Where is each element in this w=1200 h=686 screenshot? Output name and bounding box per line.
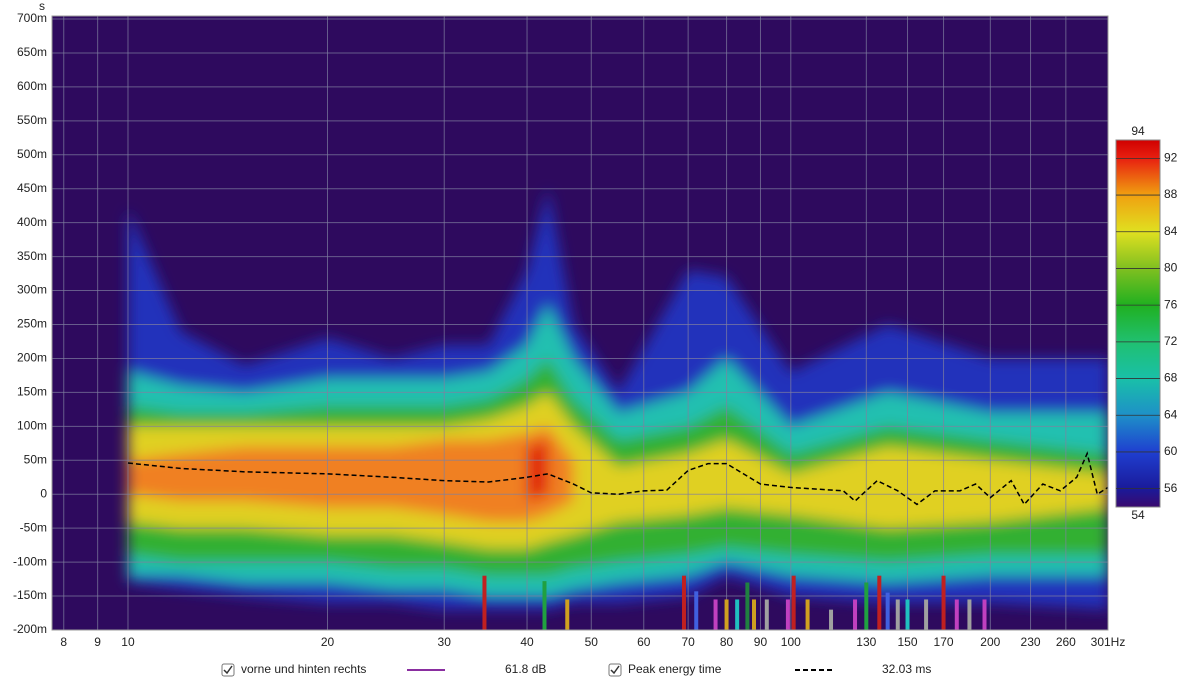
marker-bar [885, 592, 890, 630]
x-tick-label: 130 [856, 635, 876, 649]
marker-bar [924, 599, 929, 630]
x-tick-label: 30 [438, 635, 452, 649]
x-tick-label: 230 [1021, 635, 1041, 649]
legend-checkbox [608, 663, 622, 677]
colorbar-max-label: 94 [1131, 124, 1145, 138]
plot-frame [51, 15, 1109, 631]
contour [127, 392, 1108, 549]
y-tick-label: 350m [17, 249, 47, 263]
colorbar-tick-label: 68 [1164, 371, 1178, 385]
x-tick-label: 40 [520, 635, 534, 649]
y-tick-label: -200m [13, 622, 47, 636]
marker-bar [791, 575, 796, 630]
marker-bar [542, 581, 547, 630]
y-axis-label: s [39, 0, 45, 13]
x-tick-label: 10 [121, 635, 135, 649]
marker-bar [967, 599, 972, 630]
y-tick-label: 700m [17, 11, 47, 25]
colorbar-tick-label: 88 [1164, 187, 1178, 201]
y-tick-label: 250m [17, 317, 47, 331]
y-tick-label: 600m [17, 79, 47, 93]
colorbar-tick-label: 72 [1164, 334, 1178, 348]
colorbar-min-label: 54 [1131, 508, 1145, 522]
contour [127, 426, 574, 522]
marker-bar [805, 599, 810, 630]
y-tick-label: 0 [40, 486, 47, 500]
x-tick-label: 60 [637, 635, 651, 649]
y-tick-label: 450m [17, 181, 47, 195]
marker-bar [745, 582, 750, 630]
y-tick-label: 550m [17, 113, 47, 127]
contour [527, 439, 548, 502]
marker-bar [829, 609, 834, 630]
legend-check [223, 665, 233, 675]
y-tick-label: 100m [17, 419, 47, 433]
marker-bar [565, 599, 570, 630]
y-tick-label: 400m [17, 215, 47, 229]
marker-bar [482, 575, 487, 630]
marker-bar [764, 599, 769, 630]
marker-bar [982, 599, 987, 630]
marker-bar [905, 599, 910, 630]
x-tick-label: 200 [980, 635, 1000, 649]
marker-bar [694, 591, 699, 630]
y-tick-label: 500m [17, 147, 47, 161]
colorbar-tick-label: 84 [1164, 224, 1178, 238]
peak-energy-line [127, 451, 1109, 506]
y-tick-label: -50m [20, 520, 47, 534]
y-tick-label: 300m [17, 283, 47, 297]
marker-bar [735, 599, 740, 630]
legend-label: vorne und hinten rechts [241, 662, 366, 676]
marker-bar [681, 575, 686, 630]
marker-bar [752, 599, 757, 630]
colorbar-tick-label: 56 [1164, 481, 1178, 495]
marker-bar [853, 599, 858, 630]
colorbar-tick-label: 60 [1164, 444, 1178, 458]
y-tick-label: 200m [17, 351, 47, 365]
legend: vorne und hinten rechts 61.8 dB Peak energ… [221, 662, 931, 677]
y-tick-label: -150m [13, 588, 47, 602]
marker-bar [941, 575, 946, 630]
x-tick-label: 260 [1056, 635, 1076, 649]
marker-bar [895, 599, 900, 630]
marker-bar [877, 575, 882, 630]
colorbar-tick-label: 64 [1164, 407, 1178, 421]
y-tick-label: 150m [17, 385, 47, 399]
x-tick-label: 170 [934, 635, 954, 649]
x-tick-label: 80 [720, 635, 734, 649]
x-tick-label: 90 [754, 635, 768, 649]
marker-bar [954, 599, 959, 630]
y-tick-label: 50m [24, 452, 47, 466]
marker-bar [713, 599, 718, 630]
y-tick-label: -100m [13, 554, 47, 568]
spectrogram [127, 188, 1108, 610]
legend-check [610, 665, 620, 675]
x-tick-label: 20 [321, 635, 335, 649]
marker-bar [864, 582, 869, 630]
legend-checkbox [221, 663, 235, 677]
colorbar [1115, 139, 1161, 508]
x-tick-label: 301Hz [1091, 635, 1126, 649]
legend-value: 32.03 ms [882, 662, 931, 676]
y-tick-label: 650m [17, 45, 47, 59]
x-tick-label: 150 [897, 635, 917, 649]
legend-value: 61.8 dB [505, 662, 546, 676]
x-tick-label: 50 [585, 635, 599, 649]
marker-bar [724, 599, 729, 630]
colorbar-tick-label: 76 [1164, 297, 1178, 311]
colorbar-tick-label: 80 [1164, 261, 1178, 275]
x-tick-label: 9 [94, 635, 101, 649]
x-tick-label: 100 [781, 635, 801, 649]
x-tick-label: 70 [681, 635, 695, 649]
spectrogram-fill [127, 188, 1108, 610]
colorbar-tick-label: 92 [1164, 151, 1178, 165]
legend-label: Peak energy time [628, 662, 722, 676]
marker-bar [785, 599, 790, 630]
x-tick-label: 8 [60, 635, 67, 649]
